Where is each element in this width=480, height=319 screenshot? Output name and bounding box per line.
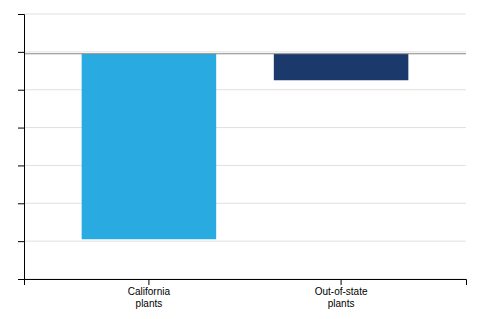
tick bbox=[18, 90, 24, 91]
bar bbox=[274, 54, 409, 81]
grid-line bbox=[24, 241, 466, 242]
grid-line bbox=[24, 14, 466, 15]
tick-label-line: plants bbox=[136, 298, 163, 309]
tick-mark bbox=[18, 90, 24, 91]
tick bbox=[18, 241, 24, 242]
tick-mark bbox=[18, 203, 24, 204]
tick-mark bbox=[18, 14, 24, 15]
tick: Out-of-stateplants bbox=[315, 279, 368, 309]
y-axis bbox=[18, 15, 25, 280]
tick-mark bbox=[18, 128, 24, 129]
tick bbox=[18, 52, 24, 53]
bars bbox=[24, 54, 466, 240]
tick-label: Californiaplants bbox=[128, 286, 171, 309]
tick-label-line: California bbox=[128, 286, 171, 297]
plot: CaliforniaplantsOut-of-stateplants bbox=[18, 14, 467, 309]
tick bbox=[18, 14, 24, 15]
tick-mark bbox=[18, 165, 24, 166]
tick bbox=[18, 203, 24, 204]
chart: CaliforniaplantsOut-of-stateplants bbox=[0, 0, 480, 319]
tick-label-line: Out-of-state bbox=[315, 286, 368, 297]
tick bbox=[18, 279, 24, 280]
tick-mark bbox=[148, 279, 149, 285]
tick bbox=[18, 165, 24, 166]
grid-line bbox=[24, 51, 466, 52]
x-axis: CaliforniaplantsOut-of-stateplants bbox=[25, 279, 467, 309]
axis-line bbox=[18, 15, 25, 280]
tick-mark bbox=[18, 52, 24, 53]
tick bbox=[18, 128, 24, 129]
tick-label: Out-of-stateplants bbox=[315, 286, 368, 309]
grid bbox=[24, 14, 466, 279]
bar bbox=[82, 54, 217, 240]
tick: Californiaplants bbox=[128, 279, 171, 309]
tick-label-line: plants bbox=[328, 298, 355, 309]
axis-line bbox=[25, 280, 467, 286]
tick-mark bbox=[18, 279, 24, 280]
tick-mark bbox=[18, 241, 24, 242]
baseline bbox=[24, 53, 466, 54]
tick-mark bbox=[341, 279, 342, 285]
